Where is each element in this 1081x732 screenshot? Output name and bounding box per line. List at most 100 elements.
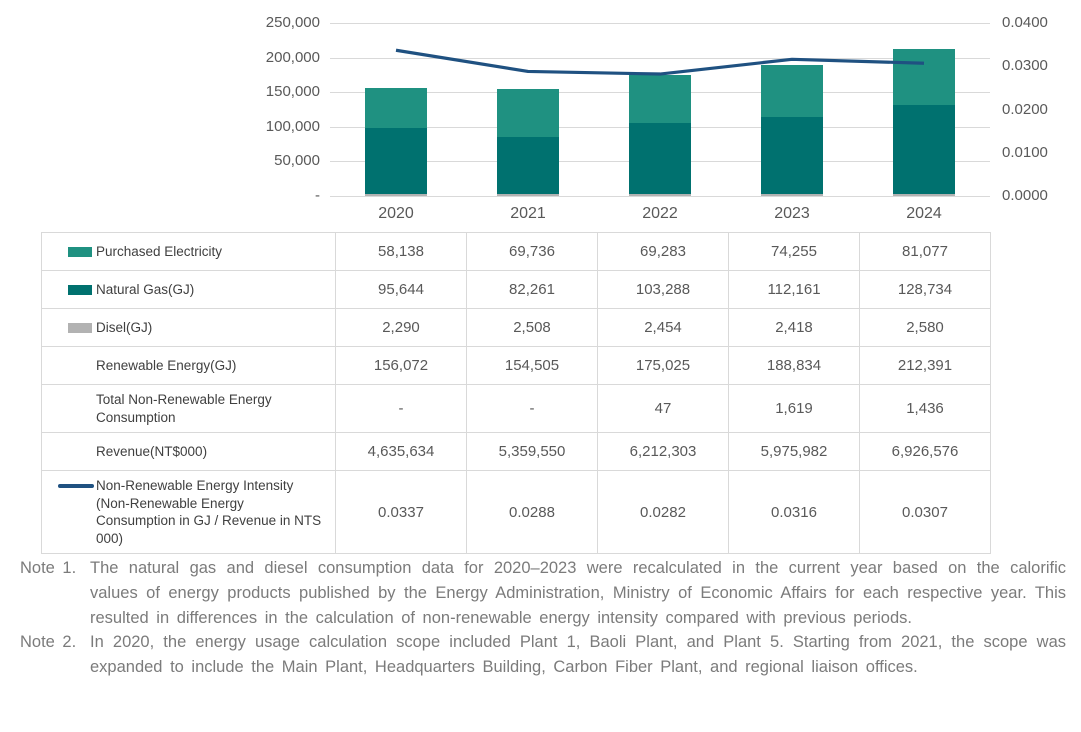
note-item: Note 2. In 2020, the energy usage calcula… xyxy=(20,630,1066,680)
table-cell-value: 74,255 xyxy=(728,232,860,271)
row-label-cell: Natural Gas(GJ) xyxy=(41,270,336,309)
table-cell-value: 2,418 xyxy=(728,308,860,347)
legend-swatch-holder xyxy=(68,281,96,295)
left-axis-tick-label: - xyxy=(315,187,320,204)
left-axis-tick-label: 200,000 xyxy=(265,48,320,66)
table-cell-value: 0.0282 xyxy=(597,470,729,555)
row-label-inner: Disel(GJ) xyxy=(68,319,327,337)
x-axis-label-2022: 2022 xyxy=(642,205,678,222)
table-cell-value: 82,261 xyxy=(466,270,598,309)
table-cell-value: 1,436 xyxy=(859,383,991,434)
right-axis-tick-label: 0.0300 xyxy=(1002,57,1048,75)
table-cell-value: 128,734 xyxy=(859,270,991,309)
bar-segment-purchased-electricity-2023 xyxy=(761,65,823,117)
note-item: Note 1. The natural gas and diesel consum… xyxy=(20,556,1066,630)
bar-segment-disel-gj--2021 xyxy=(497,194,559,196)
table-cell-value: 0.0337 xyxy=(335,470,467,555)
table-cell-value: 1,619 xyxy=(728,383,860,434)
table-cell-value: 156,072 xyxy=(335,346,467,385)
row-label-cell: Non-Renewable Energy Intensity (Non-Rene… xyxy=(41,470,336,555)
bar-segment-natural-gas-gj--2022 xyxy=(629,122,691,195)
bar-segment-disel-gj--2020 xyxy=(365,194,427,196)
row-label-inner: Renewable Energy(GJ) xyxy=(68,357,327,375)
legend-color-swatch xyxy=(68,246,92,257)
energy-table: Purchased Electricity 58,138 69,736 69,283 7… xyxy=(41,232,991,555)
table-row: Non-Renewable Energy Intensity (Non-Rene… xyxy=(41,470,991,555)
table-row: Natural Gas(GJ) 95,644 82,261 103,288 112,16… xyxy=(41,270,991,309)
left-axis-tick-label: 150,000 xyxy=(265,83,320,101)
x-axis-label-2023: 2023 xyxy=(774,205,810,222)
table-cell-value: 103,288 xyxy=(597,270,729,309)
row-label-cell: Renewable Energy(GJ) xyxy=(41,346,336,385)
right-axis: 0.0400 0.0300 0.0200 0.0100 0.0000 xyxy=(1002,0,1074,232)
table-cell-value: 5,359,550 xyxy=(466,432,598,472)
row-label: Total Non-Renewable Energy Consumption xyxy=(96,392,272,425)
chart-plot-area xyxy=(330,23,990,197)
gridline xyxy=(330,196,990,197)
note-label: Note 1. xyxy=(20,559,77,577)
row-label-cell: Revenue(NT$000) xyxy=(41,432,336,472)
energy-table-body: Purchased Electricity 58,138 69,736 69,283 7… xyxy=(41,232,991,555)
legend-swatch-holder xyxy=(68,243,96,257)
table-row: Revenue(NT$000) 4,635,634 5,359,550 6,212,3… xyxy=(41,432,991,472)
gridline xyxy=(330,23,990,24)
row-label-inner: Revenue(NT$000) xyxy=(68,443,327,461)
row-label: Natural Gas(GJ) xyxy=(96,281,195,297)
table-cell-value: 175,025 xyxy=(597,346,729,385)
table-cell-value: 2,454 xyxy=(597,308,729,347)
row-label: Revenue(NT$000) xyxy=(96,443,208,459)
table-cell-value: 69,283 xyxy=(597,232,729,271)
bar-segment-natural-gas-gj--2021 xyxy=(497,137,559,195)
table-cell-value: 69,736 xyxy=(466,232,598,271)
row-label-inner: Purchased Electricity xyxy=(68,243,327,261)
bar-segment-disel-gj--2024 xyxy=(893,194,955,196)
legend-swatch-holder xyxy=(58,477,96,489)
row-label: Disel(GJ) xyxy=(96,319,153,335)
right-axis-tick-label: 0.0100 xyxy=(1002,143,1048,161)
gridline xyxy=(330,57,990,59)
table-cell-value: 0.0307 xyxy=(859,470,991,555)
right-axis-tick-label: 0.0400 xyxy=(1002,14,1048,31)
table-cell-value: 6,926,576 xyxy=(859,432,991,472)
table-cell-value: 112,161 xyxy=(728,270,860,309)
left-axis-tick-label: 50,000 xyxy=(274,152,320,170)
bar-segment-purchased-electricity-2022 xyxy=(629,74,691,123)
table-cell-value: 47 xyxy=(597,383,729,434)
table-row: Disel(GJ) 2,290 2,508 2,454 2,418 2,580 xyxy=(41,308,991,347)
table-cell-value: 188,834 xyxy=(728,346,860,385)
bar-segment-natural-gas-gj--2020 xyxy=(365,128,427,195)
row-label-inner: Natural Gas(GJ) xyxy=(68,281,327,299)
table-cell-value: 95,644 xyxy=(335,270,467,309)
row-label-cell: Purchased Electricity xyxy=(41,232,336,271)
table-cell-value: 2,508 xyxy=(466,308,598,347)
row-label-cell: Total Non-Renewable Energy Consumption xyxy=(41,383,336,434)
legend-line-swatch xyxy=(58,484,94,489)
x-axis-label-2020: 2020 xyxy=(378,205,414,222)
bar-segment-purchased-electricity-2020 xyxy=(365,88,427,129)
legend-color-swatch xyxy=(68,322,92,333)
row-label-inner: Non-Renewable Energy Intensity (Non-Rene… xyxy=(58,477,327,547)
intensity-line-layer xyxy=(395,48,925,76)
right-axis-tick-label: 0.0200 xyxy=(1002,100,1048,118)
left-axis-tick-label: 100,000 xyxy=(265,117,320,135)
left-axis: 250,000 200,000 150,000 100,000 50,000 - xyxy=(226,0,322,232)
energy-table-wrap: Purchased Electricity 58,138 69,736 69,283 7… xyxy=(41,232,991,555)
row-label-cell: Disel(GJ) xyxy=(41,308,336,347)
x-axis-label-2021: 2021 xyxy=(510,205,546,222)
x-axis-labels: 2020 2021 2022 2023 2024 xyxy=(330,205,990,223)
right-axis-tick-label: 0.0000 xyxy=(1002,187,1048,204)
table-row: Total Non-Renewable Energy Consumption - -… xyxy=(41,383,991,434)
intensity-line xyxy=(395,48,925,76)
table-cell-value: 6,212,303 xyxy=(597,432,729,472)
bar-segment-natural-gas-gj--2024 xyxy=(893,105,955,195)
legend-swatch-holder xyxy=(68,319,96,333)
table-row: Purchased Electricity 58,138 69,736 69,283 7… xyxy=(41,232,991,271)
row-label-inner: Total Non-Renewable Energy Consumption xyxy=(68,391,327,426)
bar-segment-disel-gj--2023 xyxy=(761,194,823,196)
table-cell-value: - xyxy=(335,383,467,434)
table-cell-value: 4,635,634 xyxy=(335,432,467,472)
row-label: Purchased Electricity xyxy=(96,243,223,259)
row-label: Renewable Energy(GJ) xyxy=(96,357,237,373)
x-axis-label-2024: 2024 xyxy=(906,205,942,222)
